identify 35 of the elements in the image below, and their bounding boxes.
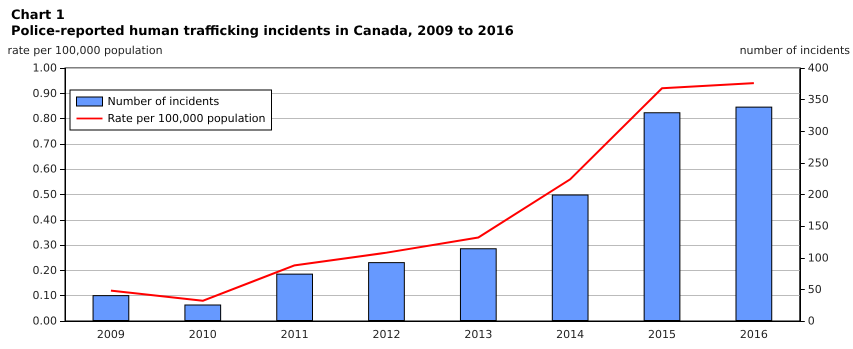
y2-tick-label: 0: [808, 314, 815, 328]
y-axis-title: rate per 100,000 population: [7, 44, 163, 57]
y2-tick-label: 50: [808, 282, 822, 296]
y-tick-label: 0.10: [32, 289, 57, 302]
y2-tick-label: 200: [808, 188, 829, 201]
y-tick-label: 0.40: [32, 213, 57, 226]
x-tick-label: 2011: [280, 328, 309, 341]
y-tick-label: 0.50: [32, 188, 57, 201]
y-tick-label: 0.70: [32, 137, 57, 150]
x-tick-label: 2015: [648, 328, 676, 341]
y2-tick-label: 150: [808, 220, 829, 233]
x-tick-label: 2016: [740, 328, 768, 341]
x-tick-label: 2014: [556, 328, 584, 341]
chart-title: Chart 1: [11, 8, 65, 23]
y2-tick-label: 300: [808, 124, 829, 138]
x-tick-label: 2012: [372, 328, 400, 341]
y2-axis-title: number of incidents: [740, 44, 850, 57]
x-tick-label: 2013: [464, 328, 492, 341]
y-tick-label: 0.00: [32, 314, 57, 328]
y2-tick-label: 100: [808, 251, 829, 264]
y2-tick-label: 250: [808, 156, 829, 170]
x-tick-label: 2010: [188, 328, 217, 341]
y-tick-label: 0.60: [32, 162, 57, 176]
y-tick-label: 0.20: [32, 264, 57, 277]
chart-subtitle: Police-reported human trafficking incidents in Canada, 2009 to 2016: [11, 24, 514, 39]
y2-tick-label: 350: [808, 93, 829, 106]
y-tick-label: 0.30: [32, 238, 57, 252]
y-tick-label: 1.00: [32, 62, 57, 74]
y2-tick-label: 400: [808, 62, 829, 74]
x-tick-label: 2009: [96, 328, 125, 341]
y-tick-label: 0.80: [32, 112, 57, 126]
legend-label: Number of incidents: [108, 95, 220, 108]
y-tick-label: 0.90: [32, 86, 57, 100]
line-series: [110, 82, 755, 302]
legend-label: Rate per 100,000 population: [108, 112, 266, 125]
